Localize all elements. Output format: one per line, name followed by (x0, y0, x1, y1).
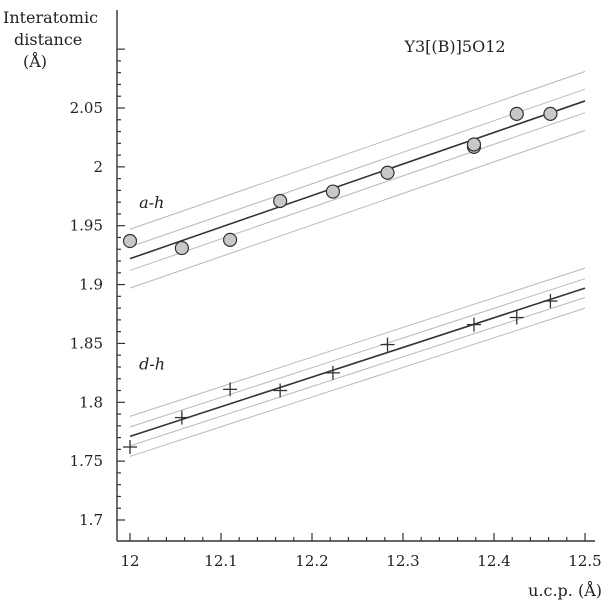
data-point-a-h (466, 137, 482, 152)
band-line-d-h (129, 278, 586, 428)
series-label-a-h: a-h (139, 193, 164, 212)
data-point-d-h (509, 310, 524, 325)
y-tick-label: 2 (93, 158, 103, 176)
data-point-a-h (380, 165, 395, 180)
y-tick-label: 1.8 (79, 393, 103, 411)
y-axis-title-line-2: distance (14, 30, 82, 49)
data-point-d-h (123, 440, 137, 455)
data-point-a-h (174, 240, 189, 256)
chart-title: Y3[(B)]5O12 (403, 37, 505, 56)
y-axis-ticks: 1.7 1.75 1.8 1.85 1.9 1.95 2 2.05 (70, 48, 125, 529)
error-bands (129, 71, 586, 457)
data-point-a-h (509, 106, 524, 121)
band-line-a-h (129, 129, 586, 289)
x-axis-ticks: 12 12.1 12.2 12.3 12.4 12.5 (120, 533, 602, 570)
data-point-d-h (380, 337, 395, 352)
data-point-d-h (543, 294, 558, 309)
y-tick-label: 1.75 (70, 452, 103, 470)
x-tick-label: 12 (120, 552, 139, 570)
data-point-a-h (543, 106, 558, 121)
x-tick-label: 12.1 (204, 552, 237, 570)
data-point-d-h (174, 410, 189, 425)
band-line-d-h (129, 267, 586, 417)
y-tick-label: 2.05 (70, 99, 103, 117)
data-point-d-h (223, 382, 238, 397)
y-axis-title-line-1: Interatomic (3, 8, 98, 27)
fit-line-d-h (129, 287, 586, 438)
band-line-a-h (129, 88, 586, 248)
y-axis-title: Interatomic distance (Å) (3, 8, 98, 71)
band-line-a-h (129, 71, 586, 230)
band-line-d-h (129, 297, 586, 447)
x-tick-label: 12.4 (477, 552, 510, 570)
data-point-a-h (325, 184, 341, 199)
series-labels: a-h d-h (139, 193, 165, 373)
axes (116, 10, 595, 542)
y-tick-label: 1.9 (79, 276, 103, 294)
data-point-a-h (223, 232, 238, 247)
series-label-d-h: d-h (139, 354, 165, 373)
fit-lines (129, 100, 586, 438)
x-tick-label: 12.5 (568, 552, 601, 570)
data-point-d-h (466, 317, 481, 332)
x-tick-label: 12.2 (295, 552, 328, 570)
y-tick-label: 1.7 (79, 511, 103, 529)
data-point-a-h (273, 193, 288, 209)
y-tick-label: 1.85 (70, 334, 103, 352)
band-line-a-h (129, 112, 586, 271)
data-point-d-h (273, 383, 288, 398)
x-tick-label: 12.3 (386, 552, 419, 570)
y-axis-title-line-3: (Å) (23, 51, 47, 71)
data-point-a-h (122, 233, 138, 249)
data-point-d-h (325, 365, 340, 380)
data-points (122, 106, 558, 455)
y-tick-label: 1.95 (70, 217, 103, 235)
band-line-d-h (129, 307, 586, 457)
fit-line-a-h (129, 100, 586, 260)
x-axis-title: u.c.p. (Å) (528, 580, 602, 600)
